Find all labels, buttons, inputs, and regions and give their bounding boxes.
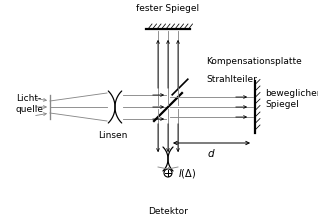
Text: Kompensationsplatte: Kompensationsplatte bbox=[206, 57, 302, 65]
Text: fester Spiegel: fester Spiegel bbox=[136, 4, 200, 13]
Text: beweglicher
Spiegel: beweglicher Spiegel bbox=[265, 89, 318, 109]
Text: Linsen: Linsen bbox=[98, 131, 128, 140]
Text: $d$: $d$ bbox=[207, 147, 216, 159]
Text: Detektor: Detektor bbox=[148, 207, 188, 216]
Text: Licht-
quelle: Licht- quelle bbox=[16, 94, 44, 114]
Text: Strahlteiler: Strahlteiler bbox=[206, 74, 257, 83]
Text: $I(\Delta)$: $I(\Delta)$ bbox=[178, 166, 196, 180]
